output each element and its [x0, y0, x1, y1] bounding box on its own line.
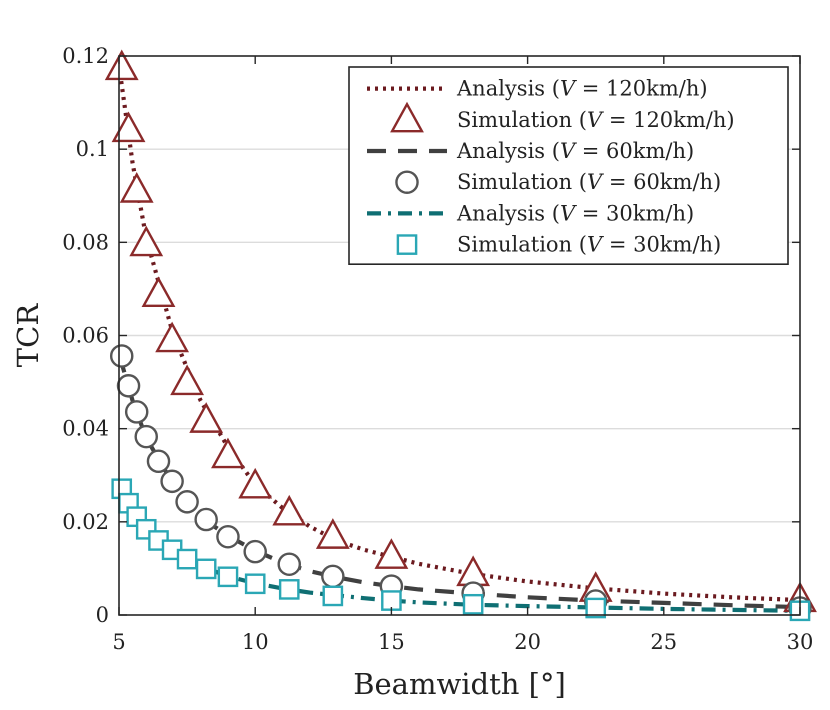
data-point-square [244, 573, 266, 595]
legend-entry-label: Simulation (V = 30km/h) [457, 233, 721, 257]
data-point-circle [124, 400, 149, 424]
data-point-circle [321, 564, 345, 589]
data-point-triangle [111, 111, 146, 143]
data-point-triangle [155, 321, 190, 353]
y-tick-label: 0.06 [62, 324, 109, 348]
data-point-circle [134, 424, 159, 449]
data-point-circle [277, 552, 302, 576]
data-point-circle [116, 374, 141, 398]
data-point-triangle [211, 437, 245, 469]
axis-ticks: 0 0.02 0.04 0.06 0.08 0.1 0.12 5 10 15 20 25 30 [62, 44, 813, 654]
legend-entry-label: Analysis (V = 30km/h) [456, 201, 694, 225]
data-point-circle [175, 490, 199, 514]
data-point-circle [194, 507, 218, 532]
data-point-square [462, 593, 484, 615]
y-tick-label: 0.04 [62, 417, 109, 441]
x-axis-label: Beamwidth [°] [353, 667, 566, 701]
legend-entry-label: Simulation (V = 60km/h) [457, 170, 721, 194]
data-point-square [195, 558, 217, 580]
y-tick-label: 0 [96, 603, 109, 627]
data-point-circle [146, 449, 171, 474]
data-point-square [278, 579, 300, 600]
y-tick-label: 0.02 [62, 510, 109, 534]
legend-swatch-circle [395, 170, 419, 194]
data-point-circle [109, 344, 134, 368]
data-point-square [217, 566, 239, 588]
plot-series [104, 49, 817, 622]
legend-swatch-square [396, 234, 418, 255]
data-point-square [176, 548, 198, 570]
x-tick-label: 10 [242, 630, 269, 654]
data-point-triangle [238, 467, 273, 499]
data-point-triangle [272, 494, 307, 526]
y-tick-label: 0.08 [62, 230, 109, 254]
data-point-triangle [104, 49, 139, 81]
y-tick-label: 0.1 [76, 137, 109, 161]
x-tick-label: 15 [378, 630, 405, 654]
legend-entry-label: Analysis (V = 120km/h) [456, 77, 708, 101]
data-point-triangle [374, 538, 409, 569]
x-tick-label: 20 [514, 630, 541, 654]
y-tick-label: 0.12 [62, 44, 109, 68]
data-point-square [585, 597, 607, 619]
legend-box [348, 66, 789, 265]
data-point-square [322, 585, 344, 607]
x-tick-label: 25 [650, 630, 677, 654]
data-point-circle [243, 539, 267, 564]
data-point-triangle [315, 518, 350, 549]
legend-swatch-triangle [390, 101, 424, 133]
data-point-square [381, 590, 402, 611]
data-point-triangle [119, 172, 154, 203]
data-point-circle [160, 469, 184, 494]
y-axis-label: TCR [11, 303, 45, 368]
x-tick-label: 5 [112, 630, 125, 654]
data-point-circle [216, 524, 240, 549]
data-point-triangle [189, 402, 224, 433]
x-tick-label: 30 [787, 630, 814, 654]
legend-entry-label: Simulation (V = 120km/h) [457, 108, 735, 132]
data-point-triangle [141, 276, 176, 308]
legend-entry-label: Analysis (V = 60km/h) [456, 139, 694, 163]
legend: Analysis (V = 120km/h) Simulation (V = 12… [348, 66, 789, 265]
data-point-triangle [129, 225, 164, 257]
data-point-triangle [170, 364, 205, 396]
